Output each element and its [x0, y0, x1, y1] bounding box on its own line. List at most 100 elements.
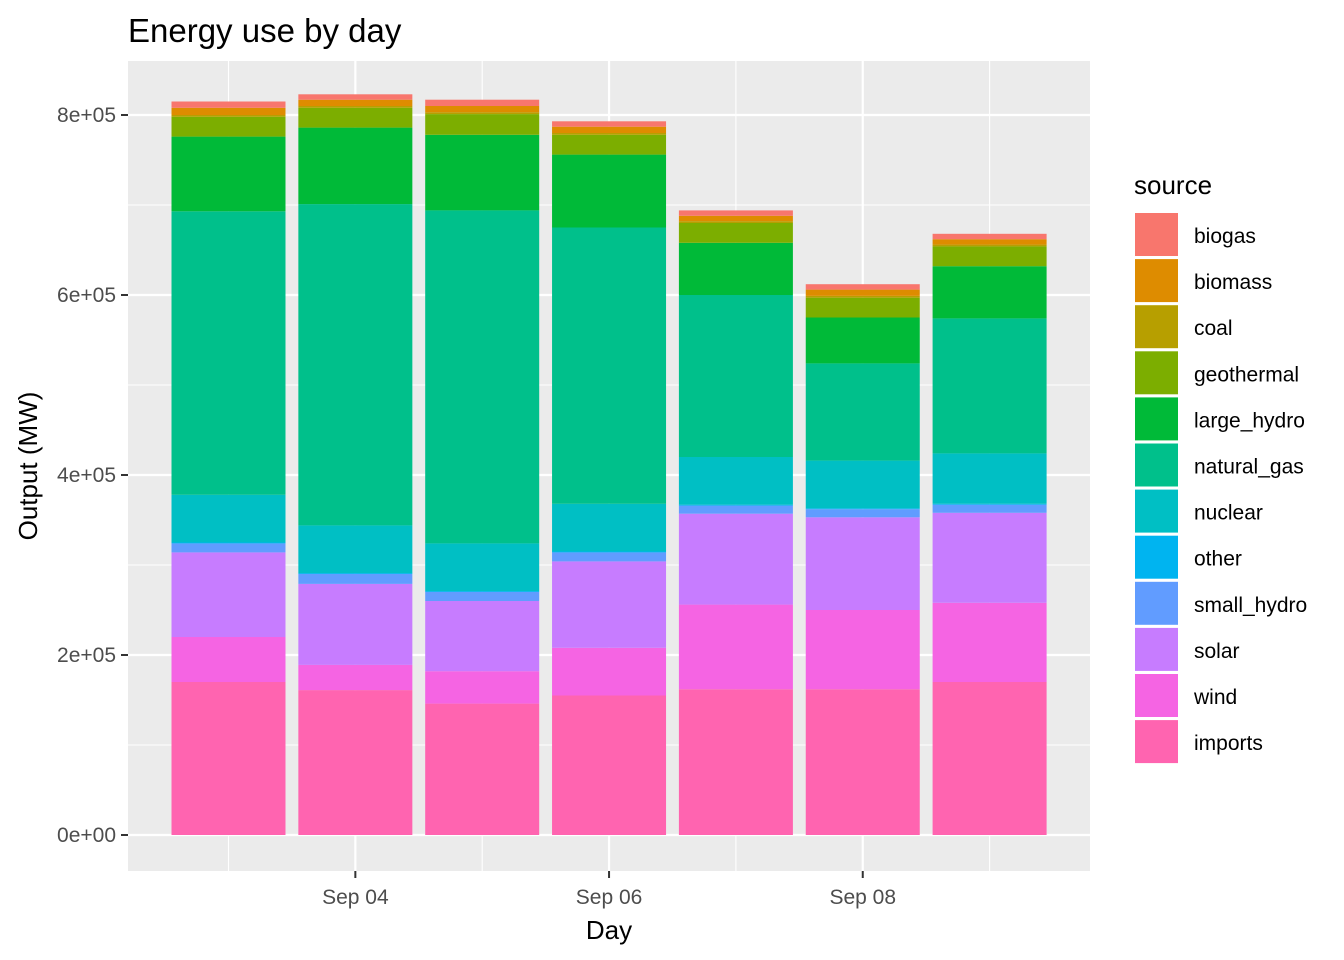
- legend-key-wind: [1135, 674, 1178, 717]
- bar-segment-other: [932, 503, 1047, 505]
- y-tick-label: 6e+05: [57, 284, 116, 307]
- bar-segment-coal: [678, 221, 793, 223]
- legend-label-geothermal: geothermal: [1194, 363, 1299, 386]
- legend-key-solar: [1135, 627, 1178, 671]
- bar-segment-biomass: [552, 126, 667, 133]
- bar-segment-coal: [932, 244, 1047, 247]
- bar-segment-biogas: [552, 121, 667, 127]
- bar-segment-biomass: [678, 215, 793, 222]
- bar-segment-imports: [552, 695, 667, 835]
- bar-segment-nuclear: [425, 543, 540, 592]
- legend-label-other: other: [1194, 548, 1242, 571]
- legend-label-natural_gas: natural_gas: [1194, 456, 1304, 479]
- bar-segment-solar: [298, 583, 413, 665]
- bar-segment-other: [678, 504, 793, 506]
- bar-segment-wind: [425, 671, 540, 704]
- bar-segment-other: [171, 542, 286, 544]
- bar-segment-geothermal: [805, 297, 920, 318]
- bar-segment-natural_gas: [805, 363, 920, 461]
- bar-segment-large_hydro: [932, 266, 1047, 319]
- bar-segment-small_hydro: [171, 543, 286, 553]
- bar-segment-imports: [678, 689, 793, 835]
- bar-segment-large_hydro: [298, 127, 413, 205]
- legend-key-nuclear: [1135, 489, 1178, 533]
- bar-segment-biogas: [425, 99, 540, 106]
- bar-segment-geothermal: [552, 134, 667, 155]
- y-tick-label: 8e+05: [57, 104, 116, 127]
- legend-key-large_hydro: [1135, 397, 1178, 441]
- legend-key-biogas: [1135, 213, 1178, 256]
- bar-segment-natural_gas: [425, 210, 540, 544]
- bar-segment-small_hydro: [298, 574, 413, 584]
- bar-segment-geothermal: [678, 223, 793, 243]
- bar-segment-nuclear: [678, 457, 793, 505]
- legend-key-other: [1135, 535, 1178, 579]
- bar-segment-biomass: [805, 289, 920, 296]
- bar-segment-biogas: [298, 94, 413, 100]
- legend-label-biomass: biomass: [1194, 271, 1272, 294]
- bar-segment-wind: [678, 604, 793, 690]
- bar-segment-other: [425, 591, 540, 592]
- bar-segment-wind: [932, 602, 1047, 682]
- bar-segment-other: [805, 508, 920, 510]
- bar-segment-geothermal: [171, 116, 286, 137]
- bar-segment-imports: [171, 682, 286, 835]
- bar-segment-solar: [552, 561, 667, 648]
- bar-segment-solar: [932, 512, 1047, 603]
- bar-segment-large_hydro: [805, 317, 920, 364]
- bar-segment-biogas: [805, 284, 920, 290]
- bar-segment-solar: [171, 552, 286, 637]
- bar-segment-biomass: [171, 107, 286, 115]
- legend-label-imports: imports: [1194, 732, 1263, 755]
- bar-segment-coal: [298, 106, 413, 108]
- bar-segment-nuclear: [932, 453, 1047, 504]
- bar-segment-nuclear: [171, 494, 286, 543]
- bars: [171, 94, 1047, 835]
- bar-segment-natural_gas: [552, 227, 667, 504]
- bar-segment-nuclear: [805, 460, 920, 509]
- bar-segment-natural_gas: [678, 295, 793, 457]
- bar-segment-solar: [425, 601, 540, 672]
- y-tick-label: 4e+05: [57, 464, 116, 487]
- bar-segment-imports: [932, 682, 1047, 835]
- legend-key-biomass: [1135, 259, 1178, 303]
- legend-label-solar: solar: [1194, 640, 1240, 663]
- legend-key-small_hydro: [1135, 581, 1178, 625]
- legend-title: source: [1134, 170, 1212, 200]
- x-tick-label: Sep 06: [576, 886, 643, 909]
- bar-segment-biomass: [298, 99, 413, 106]
- bar-segment-imports: [298, 690, 413, 835]
- legend-key-geothermal: [1135, 351, 1178, 395]
- bar-segment-geothermal: [425, 114, 540, 135]
- bar-segment-wind: [298, 664, 413, 691]
- legend-label-wind: wind: [1193, 686, 1237, 709]
- x-tick-label: Sep 04: [322, 886, 389, 909]
- legend-key-natural_gas: [1135, 443, 1178, 487]
- bar-segment-small_hydro: [805, 509, 920, 518]
- bar-segment-nuclear: [298, 525, 413, 574]
- bar-segment-coal: [805, 295, 920, 298]
- legend: source biogas biomass coal geothermal large_…: [1134, 170, 1307, 764]
- bar-segment-nuclear: [552, 503, 667, 552]
- bar-segment-small_hydro: [932, 504, 1047, 513]
- bar-segment-natural_gas: [932, 318, 1047, 454]
- bar-segment-imports: [425, 703, 540, 835]
- x-tick-label: Sep 08: [829, 886, 896, 909]
- legend-label-biogas: biogas: [1194, 225, 1256, 248]
- bar-segment-small_hydro: [552, 552, 667, 562]
- bar-segment-natural_gas: [298, 204, 413, 526]
- bar-segment-small_hydro: [425, 592, 540, 601]
- legend-label-coal: coal: [1194, 317, 1233, 340]
- bar-segment-biogas: [678, 210, 793, 216]
- chart-title: Energy use by day: [128, 12, 402, 49]
- y-tick-label: 2e+05: [57, 644, 116, 667]
- bar-segment-solar: [678, 513, 793, 605]
- bar-segment-wind: [552, 647, 667, 696]
- legend-key-coal: [1135, 305, 1178, 349]
- bar-segment-geothermal: [298, 107, 413, 128]
- bar-segment-coal: [552, 133, 667, 135]
- bar-segment-coal: [171, 115, 286, 117]
- bar-segment-large_hydro: [171, 136, 286, 212]
- bar-segment-biomass: [932, 239, 1047, 245]
